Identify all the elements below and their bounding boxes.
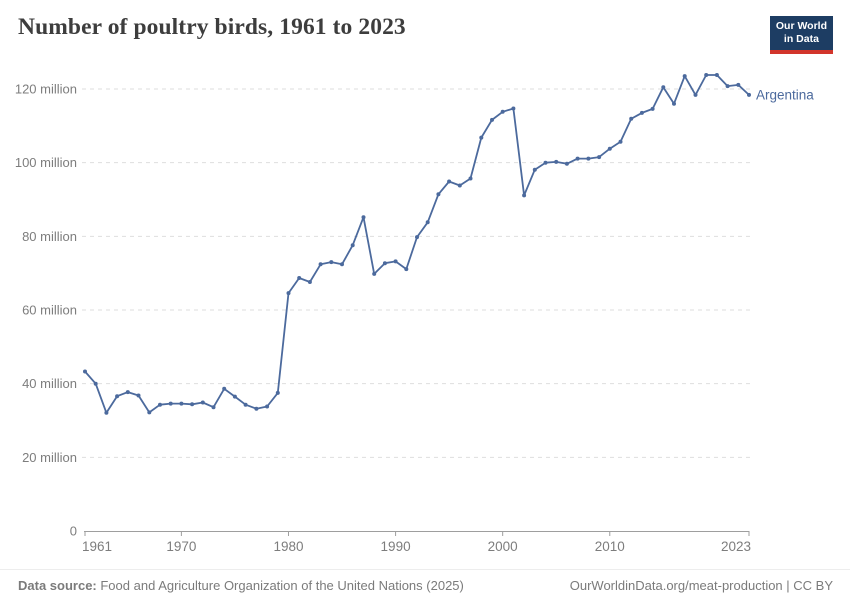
data-point[interactable] bbox=[222, 386, 227, 391]
data-point[interactable] bbox=[286, 291, 291, 296]
data-point[interactable] bbox=[200, 400, 205, 405]
data-point[interactable] bbox=[372, 271, 377, 276]
data-point[interactable] bbox=[522, 193, 527, 198]
data-point[interactable] bbox=[425, 220, 430, 225]
data-point[interactable] bbox=[265, 404, 270, 409]
data-point[interactable] bbox=[115, 394, 120, 399]
data-point[interactable] bbox=[147, 410, 152, 415]
x-tick-label: 1970 bbox=[166, 539, 196, 554]
data-point[interactable] bbox=[83, 369, 87, 374]
y-tick-label: 100 million bbox=[15, 155, 77, 170]
data-point[interactable] bbox=[607, 146, 612, 151]
data-point[interactable] bbox=[136, 393, 141, 398]
y-tick-label: 0 bbox=[70, 524, 77, 539]
data-point[interactable] bbox=[382, 261, 387, 266]
data-point[interactable] bbox=[211, 405, 216, 410]
owid-logo-line1: Our World bbox=[775, 20, 827, 32]
data-point[interactable] bbox=[393, 259, 398, 264]
data-point[interactable] bbox=[168, 401, 173, 406]
data-point[interactable] bbox=[554, 159, 559, 164]
data-point[interactable] bbox=[275, 390, 280, 395]
data-point[interactable] bbox=[682, 74, 687, 79]
data-point[interactable] bbox=[232, 394, 237, 399]
y-tick-label: 80 million bbox=[22, 229, 77, 244]
data-point[interactable] bbox=[350, 243, 355, 248]
x-tick-label: 2010 bbox=[595, 539, 625, 554]
data-point[interactable] bbox=[543, 160, 548, 165]
data-point[interactable] bbox=[704, 73, 709, 77]
y-tick-label: 40 million bbox=[22, 376, 77, 391]
data-point[interactable] bbox=[575, 156, 580, 161]
data-point[interactable] bbox=[307, 280, 312, 284]
data-point[interactable] bbox=[736, 82, 741, 87]
data-point[interactable] bbox=[725, 84, 730, 89]
owid-logo-line2: in Data bbox=[783, 33, 819, 46]
x-tick-label: 2023 bbox=[721, 539, 751, 554]
y-tick-label: 120 million bbox=[15, 82, 77, 97]
data-source-text: Food and Agriculture Organization of the… bbox=[96, 577, 464, 593]
footer: Data source: Food and Agriculture Organi… bbox=[0, 569, 850, 600]
data-source-note: Data source: Food and Agriculture Organi… bbox=[18, 578, 464, 593]
y-tick-label: 60 million bbox=[22, 303, 77, 318]
data-point[interactable] bbox=[650, 106, 655, 111]
x-tick-label: 1990 bbox=[381, 539, 411, 554]
data-point[interactable] bbox=[243, 402, 248, 407]
data-point[interactable] bbox=[457, 183, 462, 188]
footer-link[interactable]: OurWorldinData.org/meat-production | CC … bbox=[569, 577, 833, 593]
x-tick-label: 2000 bbox=[488, 539, 518, 554]
data-point[interactable] bbox=[104, 410, 109, 415]
owid-logo: Our World in Data bbox=[769, 16, 833, 55]
data-point[interactable] bbox=[361, 215, 366, 220]
data-point[interactable] bbox=[490, 117, 494, 122]
data-point[interactable] bbox=[436, 192, 441, 197]
data-point[interactable] bbox=[661, 85, 666, 90]
entity-label-argentina[interactable]: Argentina bbox=[756, 87, 814, 102]
data-point[interactable] bbox=[511, 106, 516, 111]
data-point[interactable] bbox=[93, 381, 98, 386]
x-tick-label: 1961 bbox=[82, 539, 112, 554]
x-tick-label: 1980 bbox=[273, 539, 303, 554]
data-point[interactable] bbox=[318, 262, 323, 267]
data-point[interactable] bbox=[340, 262, 344, 267]
data-point[interactable] bbox=[693, 92, 698, 97]
data-point[interactable] bbox=[190, 402, 195, 407]
data-point[interactable] bbox=[564, 161, 569, 166]
data-point[interactable] bbox=[125, 390, 130, 395]
data-point[interactable] bbox=[468, 176, 473, 181]
data-point[interactable] bbox=[672, 101, 676, 106]
data-point[interactable] bbox=[297, 276, 302, 280]
data-point[interactable] bbox=[479, 135, 484, 140]
data-point[interactable] bbox=[639, 110, 644, 115]
data-point[interactable] bbox=[597, 155, 602, 160]
y-tick-label: 20 million bbox=[22, 450, 77, 465]
data-point[interactable] bbox=[179, 401, 184, 406]
data-point[interactable] bbox=[586, 156, 591, 161]
data-point[interactable] bbox=[415, 235, 419, 240]
data-point[interactable] bbox=[254, 406, 259, 411]
data-point[interactable] bbox=[714, 73, 719, 77]
data-point[interactable] bbox=[618, 139, 623, 144]
data-line-argentina[interactable] bbox=[84, 74, 750, 414]
data-source-label: Data source: bbox=[18, 577, 97, 593]
data-point[interactable] bbox=[500, 109, 505, 114]
data-point[interactable] bbox=[447, 179, 452, 184]
data-point[interactable] bbox=[747, 92, 751, 97]
data-point[interactable] bbox=[532, 167, 537, 172]
data-point[interactable] bbox=[404, 267, 409, 272]
data-point[interactable] bbox=[158, 402, 162, 407]
data-point[interactable] bbox=[629, 116, 634, 121]
page-title: Number of poultry birds, 1961 to 2023 bbox=[18, 14, 406, 40]
data-point[interactable] bbox=[329, 260, 334, 265]
